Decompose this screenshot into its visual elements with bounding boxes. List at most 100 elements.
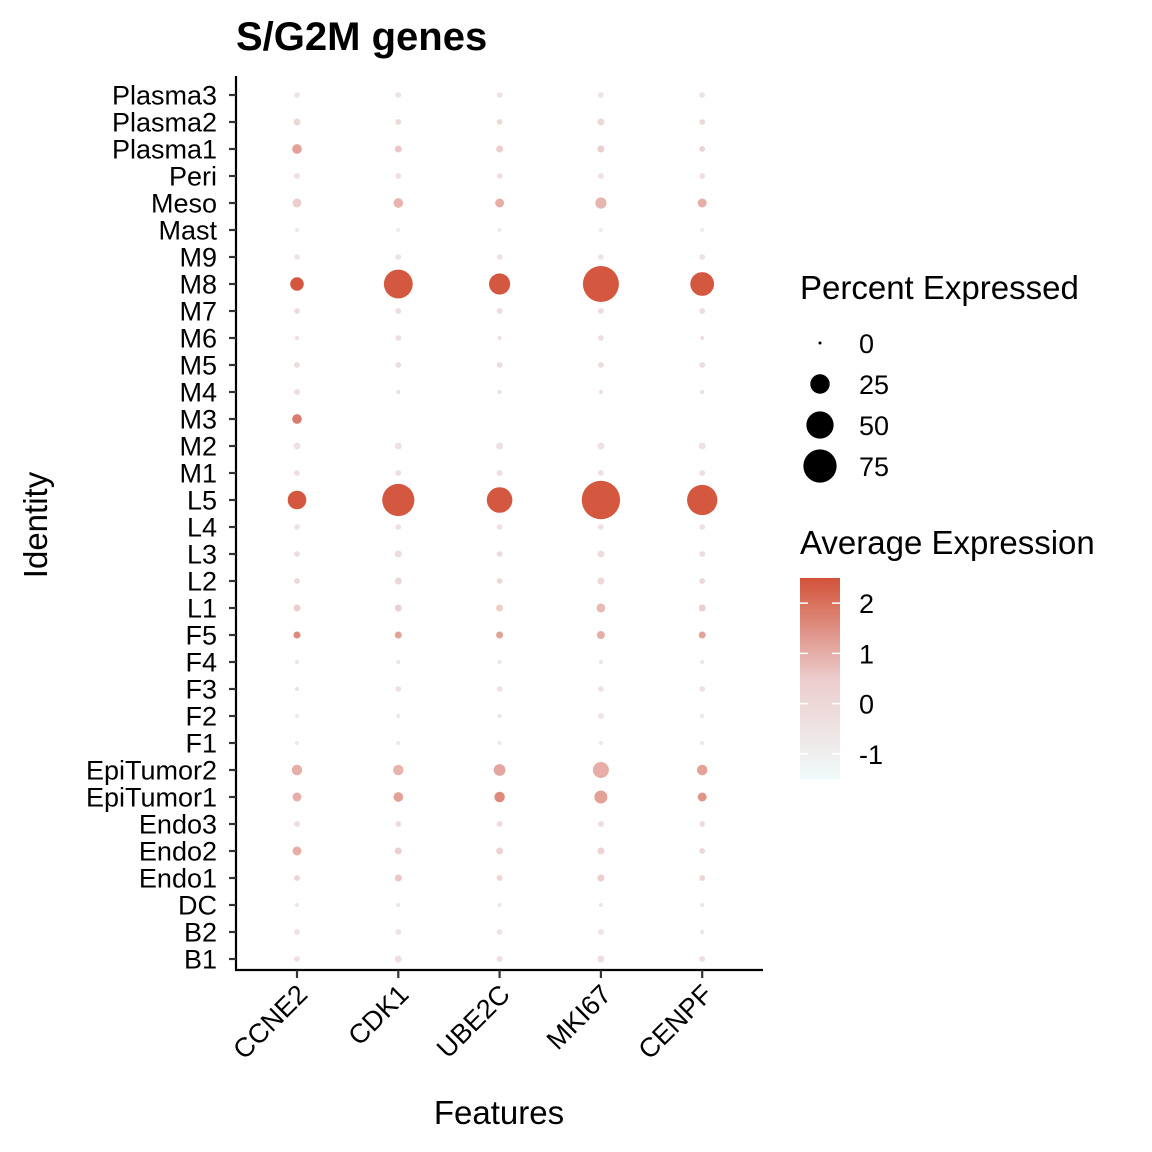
- dot-Mast-MKI67: [598, 227, 604, 233]
- dot-Endo2-MKI67: [597, 847, 605, 855]
- y-tick-label: Endo3: [139, 810, 217, 840]
- dot-Meso-UBE2C: [495, 198, 505, 208]
- dot-Endo3-UBE2C: [496, 821, 503, 827]
- dot-Endo1-UBE2C: [496, 875, 503, 881]
- dot-M1-UBE2C: [496, 470, 503, 476]
- y-tick-label: B1: [184, 945, 217, 975]
- dot-M5-CENPF: [699, 362, 706, 368]
- dot-Plasma1-CENPF: [699, 146, 706, 152]
- y-tick-label: Peri: [169, 162, 217, 192]
- y-tick-label: M1: [179, 459, 217, 489]
- dot-Endo3-MKI67: [598, 821, 604, 827]
- y-tick-label: M5: [179, 351, 217, 381]
- size-legend-dot: [818, 341, 822, 345]
- dot-B1-CENPF: [699, 956, 706, 962]
- dot-Mast-CDK1: [396, 227, 401, 233]
- dot-B2-CCNE2: [294, 929, 300, 935]
- y-tick-label: F2: [185, 702, 217, 732]
- dot-L3-CCNE2: [294, 551, 300, 557]
- dot-M1-CDK1: [395, 470, 402, 476]
- dot-M4-MKI67: [598, 389, 604, 395]
- dot-M5-UBE2C: [496, 362, 503, 368]
- y-tick-label: F5: [185, 621, 217, 651]
- dot-Plasma3-MKI67: [598, 92, 604, 98]
- y-tick-label: B2: [184, 918, 217, 948]
- dot-L4-MKI67: [598, 524, 604, 530]
- dot-Plasma2-CDK1: [395, 119, 402, 125]
- dot-M4-UBE2C: [497, 389, 502, 395]
- dot-F2-CCNE2: [294, 713, 300, 719]
- size-legend: Percent Expressed 0 25 50 75: [800, 269, 1079, 483]
- dot-Meso-MKI67: [595, 197, 607, 209]
- dot-M6-CDK1: [395, 335, 402, 341]
- dot-Endo3-CDK1: [395, 821, 402, 827]
- dot-Endo1-CENPF: [699, 875, 706, 881]
- dot-F4-CCNE2: [294, 659, 300, 665]
- dot-M5-CDK1: [395, 362, 402, 368]
- dot-Meso-CDK1: [393, 198, 404, 208]
- y-tick-label: L5: [187, 486, 217, 516]
- dot-M2-CENPF: [698, 442, 706, 450]
- size-legend-label: 0: [859, 329, 874, 359]
- dot-Endo3-CENPF: [699, 821, 706, 827]
- dot-B2-MKI67: [598, 929, 604, 935]
- y-tick-label: M9: [179, 243, 217, 273]
- dot-EpiTumor2-MKI67: [592, 761, 609, 779]
- dot-EpiTumor2-CENPF: [696, 764, 708, 776]
- y-tick-label: Plasma3: [112, 81, 217, 111]
- size-legend-dot: [803, 449, 837, 483]
- y-tick-label: F1: [185, 729, 217, 759]
- dot-M4-CCNE2: [294, 389, 300, 395]
- dot-M5-CCNE2: [294, 362, 300, 368]
- y-tick-label: M7: [179, 297, 217, 327]
- dot-B1-CCNE2: [294, 956, 300, 962]
- dot-Plasma1-MKI67: [597, 145, 605, 153]
- dot-M1-CCNE2: [294, 470, 300, 476]
- dot-M8-UBE2C: [488, 273, 511, 295]
- dot-Peri-CDK1: [395, 173, 402, 179]
- dot-M7-CCNE2: [294, 308, 300, 314]
- y-tick-label: Plasma2: [112, 108, 217, 138]
- dot-F2-MKI67: [598, 713, 604, 719]
- x-axis-title: Features: [434, 1094, 564, 1131]
- y-tick-label: M8: [179, 270, 217, 300]
- dot-L3-UBE2C: [496, 551, 503, 557]
- dot-F2-CENPF: [700, 713, 705, 719]
- dot-EpiTumor1-CDK1: [393, 792, 404, 802]
- dot-M8-MKI67: [582, 265, 619, 303]
- y-tick-label: L3: [187, 540, 217, 570]
- y-tick-label: L2: [187, 567, 217, 597]
- y-tick-label: M4: [179, 378, 217, 408]
- size-legend-dot: [810, 374, 830, 394]
- dot-Plasma3-CENPF: [699, 92, 706, 98]
- dot-L5-CENPF: [687, 484, 718, 516]
- y-tick-label: M3: [179, 405, 217, 435]
- dot-DC-CDK1: [396, 902, 401, 908]
- dot-Plasma2-UBE2C: [496, 119, 503, 125]
- y-tick-label: F3: [185, 675, 217, 705]
- dot-F1-MKI67: [598, 740, 604, 746]
- dot-M9-UBE2C: [496, 254, 503, 260]
- dot-Endo1-CDK1: [394, 874, 402, 882]
- dot-Plasma2-CENPF: [699, 119, 706, 125]
- x-tick-label: CDK1: [342, 979, 414, 1051]
- y-axis-ticks: Plasma3Plasma2Plasma1PeriMesoMastM9M8M7M…: [86, 81, 236, 975]
- dot-M6-MKI67: [598, 335, 604, 341]
- dot-Endo1-MKI67: [597, 874, 605, 882]
- dot-F3-CCNE2: [294, 686, 300, 692]
- dot-B1-CDK1: [394, 955, 402, 963]
- dot-Endo1-CCNE2: [294, 875, 300, 881]
- dot-Plasma2-CCNE2: [293, 118, 301, 126]
- dot-DC-CCNE2: [294, 902, 300, 908]
- dot-F5-CENPF: [698, 631, 706, 639]
- dot-M9-CDK1: [395, 254, 402, 260]
- dot-Peri-MKI67: [598, 173, 604, 179]
- dot-Plasma3-UBE2C: [496, 92, 503, 98]
- dot-Peri-UBE2C: [496, 173, 503, 179]
- dot-L5-MKI67: [581, 480, 621, 520]
- dot-M7-CDK1: [395, 308, 402, 314]
- dot-L4-CENPF: [699, 524, 706, 530]
- y-tick-label: Endo1: [139, 864, 217, 894]
- dot-F5-MKI67: [596, 631, 605, 639]
